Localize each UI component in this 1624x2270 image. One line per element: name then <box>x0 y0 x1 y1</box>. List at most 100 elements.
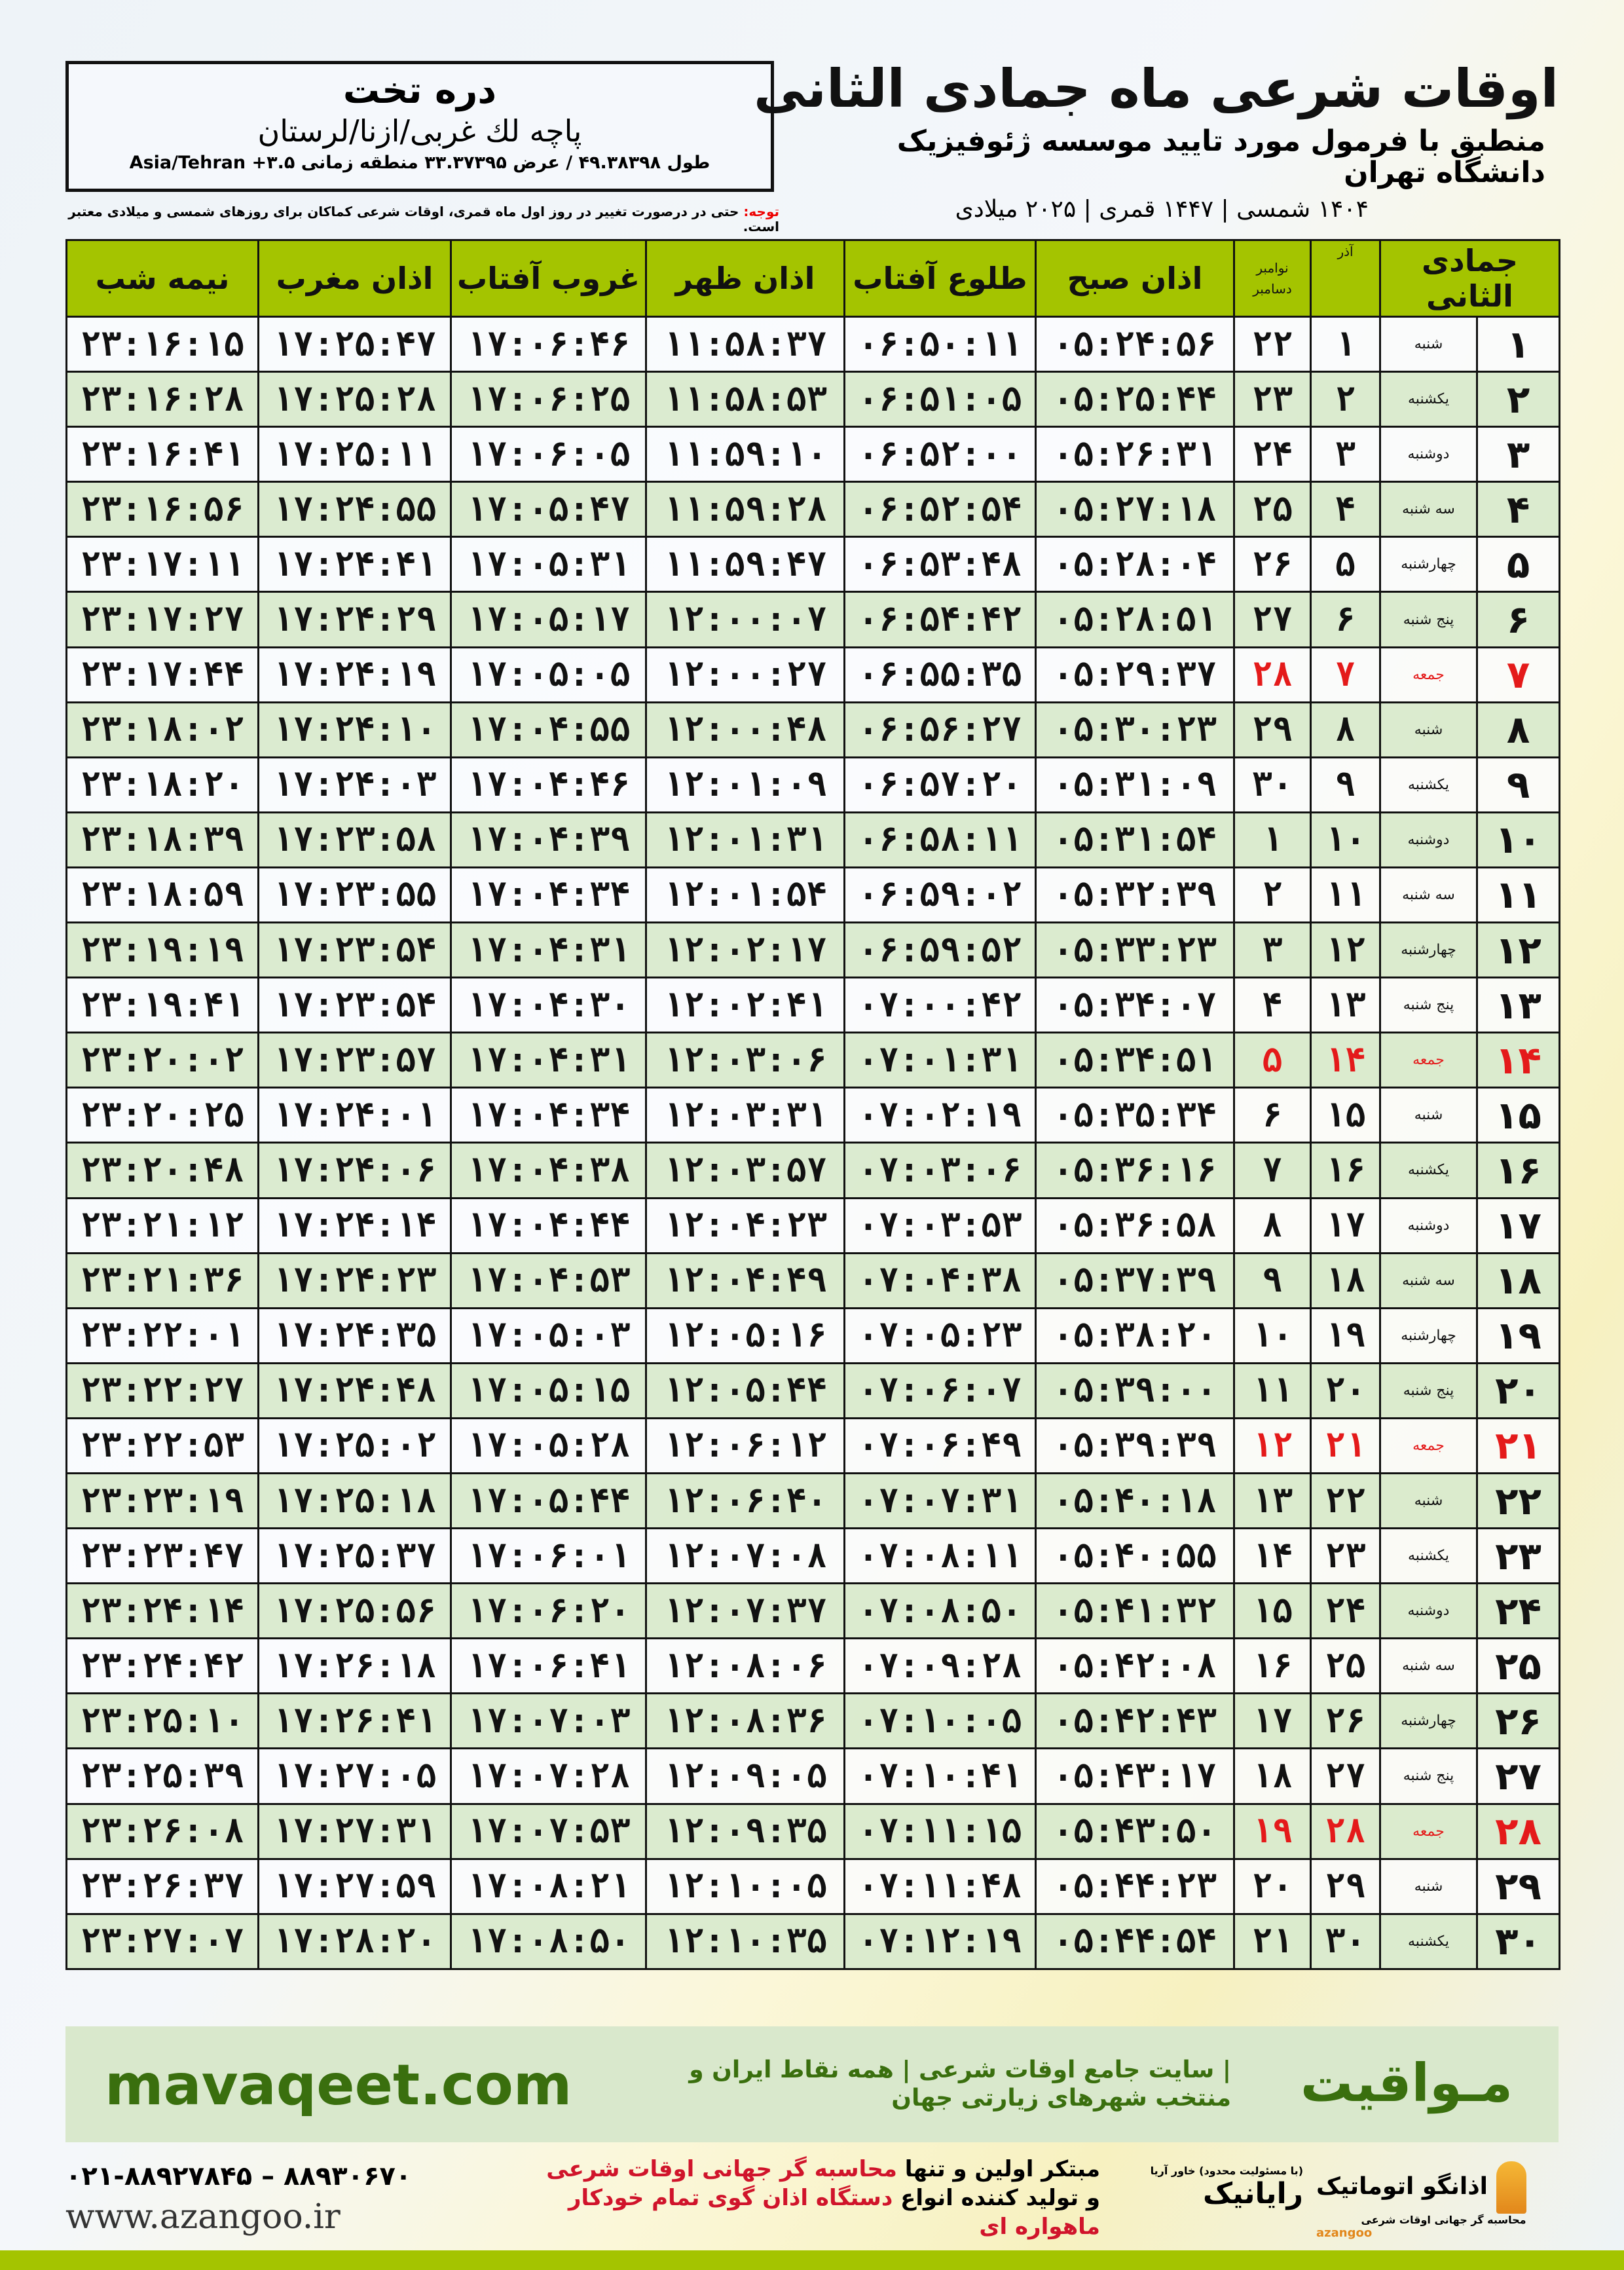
hijri-day-cell: ۲۳ <box>1476 1527 1561 1585</box>
gregorian-day-cell: ۲۳ <box>1233 371 1312 428</box>
dhuhr-cell: ۱۲:۰۴:۲۳ <box>645 1197 845 1254</box>
fajr-cell: ۰۵:۴۴:۲۳ <box>1035 1857 1235 1915</box>
hijri-day-cell: ۱۲ <box>1476 921 1561 979</box>
bottom-bar <box>0 2250 1624 2270</box>
dhuhr-cell: ۱۲:۱۰:۳۵ <box>645 1912 845 1970</box>
mavaqeet-url[interactable]: mavaqeet.com <box>105 2053 572 2118</box>
fajr-cell: ۰۵:۲۴:۵۶ <box>1035 315 1235 373</box>
sunset-cell: ۱۷:۰۴:۳۰ <box>450 977 647 1034</box>
fajr-cell: ۰۵:۳۹:۰۰ <box>1035 1362 1235 1419</box>
fajr-cell: ۰۵:۴۳:۱۷ <box>1035 1747 1235 1805</box>
sunset-cell: ۱۷:۰۸:۵۰ <box>450 1912 647 1970</box>
col-sunset: غروب آفتاب <box>450 239 647 318</box>
table-row: ۲۷ پنج شنبه ۲۷ ۱۸ ۰۵:۴۳:۱۷ ۰۷:۱۰:۴۱ ۱۲:۰۹:۰۵ ۱۷… <box>65 1747 1561 1805</box>
weekday-cell: جمعه <box>1378 1802 1479 1860</box>
phone-numbers: ۰۲۱-۸۸۹۲۷۸۴۵ – ۸۸۹۳۰۶۷۰ <box>65 2161 412 2191</box>
dhuhr-cell: ۱۲:۰۴:۴۹ <box>645 1252 845 1309</box>
gregorian-day-cell: ۱۸ <box>1233 1747 1312 1805</box>
dhuhr-cell: ۱۲:۰۲:۱۷ <box>645 921 845 979</box>
azar-day-cell: ۲۱ <box>1310 1417 1381 1474</box>
fajr-cell: ۰۵:۳۴:۵۱ <box>1035 1032 1235 1089</box>
gregorian-day-cell: ۲۹ <box>1233 701 1312 758</box>
promo-text: مبتکر اولین و تنها محاسبه گر جهانی اوقات… <box>524 2155 1100 2242</box>
region-name: پاچه لك غربی/ازنا/لرستان <box>257 113 582 149</box>
col-hijri-month: جمادی الثانی <box>1378 239 1561 318</box>
azangoo-name: اذانگو اتوماتیک <box>1316 2173 1488 2200</box>
city-name: دره تخت <box>342 69 497 112</box>
table-row: ۴ سه شنبه ۴ ۲۵ ۰۵:۲۷:۱۸ ۰۶:۵۲:۵۴ ۱۱:۵۹:۲۸ ۱۷:۰۵… <box>65 481 1561 538</box>
dhuhr-cell: ۱۲:۰۶:۱۲ <box>645 1417 845 1474</box>
midnight-cell: ۲۳:۲۲:۲۷ <box>65 1362 259 1419</box>
sunrise-cell: ۰۶:۵۷:۲۰ <box>843 756 1037 813</box>
col-midnight: نیمه شب <box>65 239 259 318</box>
dhuhr-cell: ۱۲:۰۳:۳۱ <box>645 1087 845 1144</box>
azar-day-cell: ۲۸ <box>1310 1802 1381 1860</box>
hijri-day-cell: ۱۵ <box>1476 1087 1561 1144</box>
midnight-cell: ۲۳:۱۶:۴۱ <box>65 426 259 483</box>
col-november: نوامبر <box>1256 260 1289 276</box>
gregorian-day-cell: ۱۷ <box>1233 1692 1312 1750</box>
col-december: دسامبر <box>1253 281 1292 297</box>
table-row: ۱۳ پنج شنبه ۱۳ ۴ ۰۵:۳۴:۰۷ ۰۷:۰۰:۴۲ ۱۲:۰۲:۴۱ ۱۷:… <box>65 977 1561 1034</box>
maghrib-cell: ۱۷:۲۴:۱۹ <box>257 646 452 703</box>
dhuhr-cell: ۱۲:۰۱:۳۱ <box>645 811 845 868</box>
midnight-cell: ۲۳:۱۸:۵۹ <box>65 866 259 924</box>
table-row: ۲۰ پنج شنبه ۲۰ ۱۱ ۰۵:۳۹:۰۰ ۰۷:۰۶:۰۷ ۱۲:۰۵:۴۴ ۱۷… <box>65 1362 1561 1419</box>
fajr-cell: ۰۵:۴۲:۴۳ <box>1035 1692 1235 1750</box>
rayanik-name: رایانیک <box>1203 2177 1303 2210</box>
hijri-day-cell: ۲۵ <box>1476 1637 1561 1695</box>
fajr-cell: ۰۵:۲۹:۳۷ <box>1035 646 1235 703</box>
midnight-cell: ۲۳:۲۷:۰۷ <box>65 1912 259 1970</box>
fajr-cell: ۰۵:۳۷:۳۹ <box>1035 1252 1235 1309</box>
maghrib-cell: ۱۷:۲۵:۲۸ <box>257 371 452 428</box>
azar-day-cell: ۱۰ <box>1310 811 1381 868</box>
midnight-cell: ۲۳:۲۰:۰۲ <box>65 1032 259 1089</box>
midnight-cell: ۲۳:۲۶:۰۸ <box>65 1802 259 1860</box>
weekday-cell: جمعه <box>1378 1417 1479 1474</box>
maghrib-cell: ۱۷:۲۵:۴۷ <box>257 315 452 373</box>
dhuhr-cell: ۱۱:۵۸:۵۳ <box>645 371 845 428</box>
fajr-cell: ۰۵:۴۰:۵۵ <box>1035 1527 1235 1585</box>
midnight-cell: ۲۳:۲۲:۵۳ <box>65 1417 259 1474</box>
azar-day-cell: ۱۷ <box>1310 1197 1381 1254</box>
weekday-cell: شنبه <box>1378 315 1479 373</box>
maghrib-cell: ۱۷:۲۵:۳۷ <box>257 1527 452 1585</box>
fajr-cell: ۰۵:۳۶:۵۸ <box>1035 1197 1235 1254</box>
midnight-cell: ۲۳:۱۷:۴۴ <box>65 646 259 703</box>
mavaqeet-slogan: | سایت جامع اوقات شرعی | همه نقاط ایران … <box>689 2056 1231 2112</box>
sunrise-cell: ۰۷:۰۲:۱۹ <box>843 1087 1037 1144</box>
hijri-day-cell: ۱۱ <box>1476 866 1561 924</box>
weekday-cell: شنبه <box>1378 1857 1479 1915</box>
midnight-cell: ۲۳:۱۷:۲۷ <box>65 591 259 648</box>
maghrib-cell: ۱۷:۲۴:۴۱ <box>257 536 452 593</box>
fajr-cell: ۰۵:۳۴:۰۷ <box>1035 977 1235 1034</box>
weekday-cell: سه شنبه <box>1378 481 1479 538</box>
sunset-cell: ۱۷:۰۵:۴۴ <box>450 1472 647 1530</box>
fajr-cell: ۰۵:۲۷:۱۸ <box>1035 481 1235 538</box>
hijri-day-cell: ۲۶ <box>1476 1692 1561 1750</box>
gregorian-day-cell: ۸ <box>1233 1197 1312 1254</box>
hijri-day-cell: ۱ <box>1476 315 1561 373</box>
azar-day-cell: ۱ <box>1310 315 1381 373</box>
sunset-cell: ۱۷:۰۵:۰۵ <box>450 646 647 703</box>
azar-day-cell: ۳ <box>1310 426 1381 483</box>
maghrib-cell: ۱۷:۲۴:۰۶ <box>257 1142 452 1199</box>
gregorian-day-cell: ۳۰ <box>1233 756 1312 813</box>
weekday-cell: پنج شنبه <box>1378 977 1479 1034</box>
maghrib-cell: ۱۷:۲۳:۵۴ <box>257 921 452 979</box>
sunrise-cell: ۰۶:۵۱:۰۵ <box>843 371 1037 428</box>
table-row: ۱۶ یکشنبه ۱۶ ۷ ۰۵:۳۶:۱۶ ۰۷:۰۳:۰۶ ۱۲:۰۳:۵۷ ۱۷:۰۴… <box>65 1142 1561 1199</box>
sunrise-cell: ۰۶:۵۹:۵۲ <box>843 921 1037 979</box>
hijri-day-cell: ۲ <box>1476 371 1561 428</box>
gregorian-day-cell: ۲۸ <box>1233 646 1312 703</box>
azar-day-cell: ۱۹ <box>1310 1307 1381 1364</box>
sunset-cell: ۱۷:۰۷:۵۳ <box>450 1802 647 1860</box>
maghrib-cell: ۱۷:۲۳:۵۸ <box>257 811 452 868</box>
weekday-cell: یکشنبه <box>1378 1527 1479 1585</box>
table-row: ۲۵ سه شنبه ۲۵ ۱۶ ۰۵:۴۲:۰۸ ۰۷:۰۹:۲۸ ۱۲:۰۸:۰۶ ۱۷:… <box>65 1637 1561 1695</box>
sunrise-cell: ۰۶:۵۲:۰۰ <box>843 426 1037 483</box>
maghrib-cell: ۱۷:۲۴:۱۰ <box>257 701 452 758</box>
midnight-cell: ۲۳:۱۹:۱۹ <box>65 921 259 979</box>
midnight-cell: ۲۳:۲۳:۱۹ <box>65 1472 259 1530</box>
azangoo-website[interactable]: www.azangoo.ir <box>65 2197 341 2237</box>
